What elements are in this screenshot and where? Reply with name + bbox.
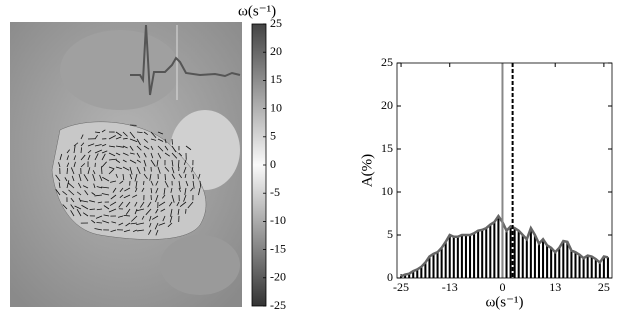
histogram-outline (401, 216, 608, 276)
bar (538, 244, 540, 278)
bar (570, 250, 572, 278)
bar (477, 231, 479, 278)
bar (461, 235, 463, 278)
x-tick-label: 13 (549, 280, 561, 294)
bar (558, 248, 560, 278)
bar (599, 263, 601, 278)
plot-frame (397, 63, 612, 278)
figure: ω(s⁻¹) 0510152025-25-1301325ω(s⁻¹)A(%) 2… (0, 0, 621, 316)
bar (510, 226, 512, 278)
vector-arrow (67, 168, 68, 174)
vector-arrow (97, 222, 102, 223)
bar (445, 242, 447, 278)
y-tick-label: 10 (381, 184, 393, 198)
x-tick-label: 25 (598, 280, 610, 294)
bar (465, 235, 467, 278)
bar (441, 248, 443, 278)
colorbar-tick-label: -20 (270, 270, 286, 284)
y-tick-label: 5 (387, 227, 393, 241)
bar (473, 233, 475, 278)
bar (574, 252, 576, 278)
bar (542, 239, 544, 278)
bar (595, 259, 597, 278)
bar (530, 228, 532, 278)
colorbar-tick-label: 5 (270, 129, 276, 143)
bar (432, 254, 434, 278)
bar (583, 258, 585, 278)
colorbar-tick-label: 0 (270, 157, 276, 171)
histogram-chart: 0510152025-25-1301325ω(s⁻¹)A(%) (359, 55, 612, 311)
bar (469, 235, 471, 278)
y-tick-label: 25 (381, 55, 393, 69)
bar (437, 252, 439, 278)
colorbar-tick-label: 20 (270, 44, 282, 58)
bar (457, 237, 459, 278)
mri-image (10, 22, 242, 307)
bar (506, 231, 508, 278)
bar (497, 216, 499, 278)
colorbar-tick-label: -5 (270, 185, 280, 199)
colorbar-tick-label: -15 (270, 241, 286, 255)
vector-arrow (143, 181, 144, 185)
colorbar-tick-label: 15 (270, 72, 282, 86)
colorbar-tick-label: 10 (270, 100, 282, 114)
x-tick-label: 0 (499, 280, 505, 294)
y-tick-label: 15 (381, 141, 393, 155)
colorbar-tick-label: 25 (270, 16, 282, 30)
x-axis-label: ω(s⁻¹) (485, 294, 523, 310)
bar (489, 225, 491, 278)
bar (534, 235, 536, 278)
bar (493, 222, 495, 278)
vector-arrow (101, 166, 102, 174)
bar (566, 242, 568, 278)
bar (514, 228, 516, 278)
bar (518, 231, 520, 278)
bar (481, 230, 483, 278)
bar (522, 235, 524, 278)
colorbar-tick-label: -10 (270, 213, 286, 227)
bar (453, 237, 455, 278)
y-axis-label: A(%) (359, 154, 375, 187)
bar (554, 252, 556, 278)
bar (587, 256, 589, 278)
bar (550, 248, 552, 278)
y-tick-label: 20 (381, 98, 393, 112)
bar (546, 245, 548, 278)
image-region (60, 30, 180, 110)
bar (579, 255, 581, 278)
image-region (160, 235, 240, 295)
bar (449, 235, 451, 278)
vector-arrow (165, 174, 166, 180)
colorbar-tick-label: -25 (270, 298, 286, 312)
bar (591, 257, 593, 279)
bar (607, 257, 609, 278)
x-tick-label: -25 (393, 280, 409, 294)
bar (562, 241, 564, 278)
x-tick-label: -13 (442, 280, 458, 294)
bar (526, 239, 528, 278)
bar (485, 228, 487, 278)
